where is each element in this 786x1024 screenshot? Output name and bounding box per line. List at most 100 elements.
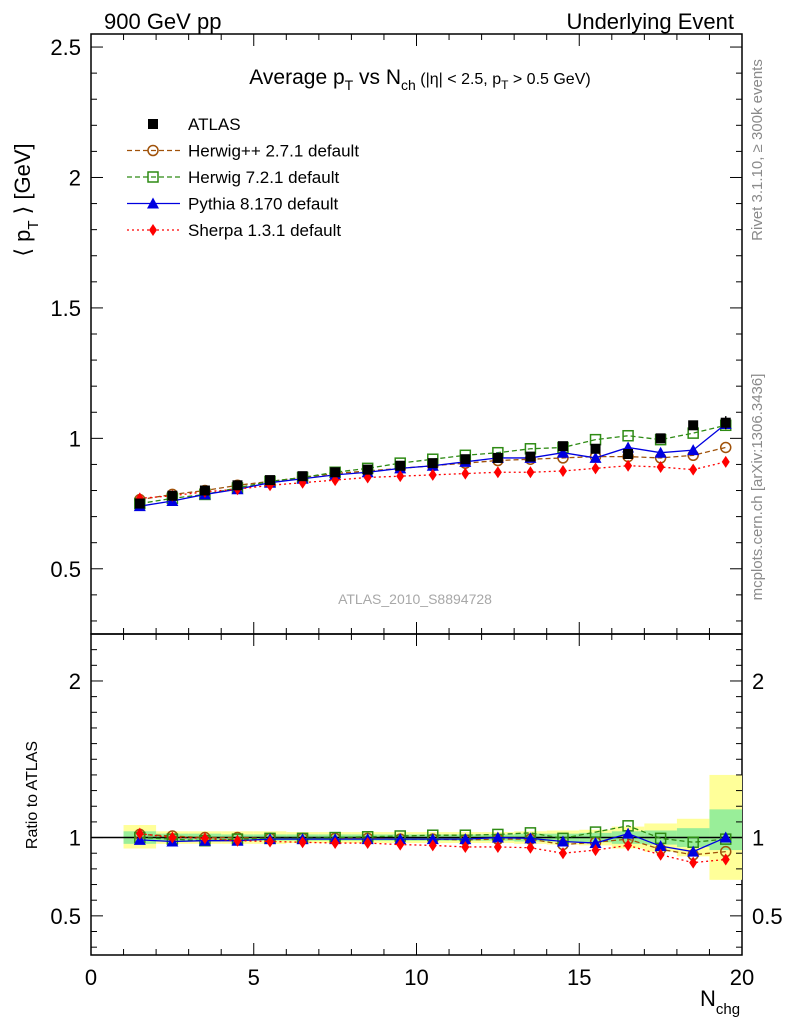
main-point-sherpa-1-3-1-default — [558, 464, 567, 477]
main-point-sherpa-1-3-1-default — [721, 455, 730, 468]
ratio-point-sherpa-1-3-1-default — [135, 827, 144, 840]
ratio-point-sherpa-1-3-1-default — [298, 836, 307, 849]
main-series-atlas — [134, 417, 731, 509]
legend: ATLAS Herwig++ 2.7.1 default Herwig 7.2.1 … — [127, 115, 359, 240]
ratio-y-tick-label-right: 2 — [752, 669, 764, 694]
ratio-point-pythia-8-170-default — [524, 832, 537, 844]
legend-label: Herwig 7.2.1 default — [188, 168, 339, 187]
ratio-point-pythia-8-170-default — [491, 831, 504, 843]
main-point-herwig-2-7-1-default — [719, 441, 732, 454]
main-point-atlas — [427, 458, 438, 469]
main-point-atlas — [525, 451, 536, 462]
ratio-point-sherpa-1-3-1-default — [526, 841, 535, 854]
main-point-atlas — [590, 443, 601, 454]
legend-label: Sherpa 1.3.1 default — [188, 221, 341, 240]
x-tick-label: 0 — [85, 965, 97, 990]
main-point-pythia-8-170-default — [589, 451, 602, 463]
main-point-pythia-8-170-default — [687, 444, 700, 456]
main-point-sherpa-1-3-1-default — [461, 467, 470, 480]
main-point-sherpa-1-3-1-default — [526, 466, 535, 479]
main-point-atlas — [265, 475, 276, 486]
main-point-herwig-7-2-1-default — [622, 429, 634, 442]
legend-item-sherpa-1-3-1-default: Sherpa 1.3.1 default — [127, 221, 341, 240]
main-point-sherpa-1-3-1-default — [624, 459, 633, 472]
ratio-point-sherpa-1-3-1-default — [461, 840, 470, 853]
legend-marker — [149, 224, 157, 236]
legend-marker — [148, 119, 158, 129]
ratio-point-pythia-8-170-default — [556, 835, 569, 847]
ratio-point-sherpa-1-3-1-default — [624, 839, 633, 852]
ratio-point-sherpa-1-3-1-default — [396, 838, 405, 851]
main-point-atlas — [557, 441, 568, 452]
legend-label: Herwig++ 2.7.1 default — [188, 142, 359, 161]
ratio-point-sherpa-1-3-1-default — [200, 832, 209, 845]
y-tick-label: 1.5 — [50, 296, 81, 321]
x-tick-label: 20 — [730, 965, 754, 990]
main-point-atlas — [362, 464, 373, 475]
mcplots-reference-label: mcplots.cern.ch [arXiv:1306.3436] — [749, 374, 766, 601]
ratio-y-tick-label: 2 — [69, 669, 81, 694]
ratio-y-tick-label-right: 1 — [752, 826, 764, 851]
y-tick-label: 1 — [69, 426, 81, 451]
main-point-sherpa-1-3-1-default — [656, 461, 665, 474]
header-left: 900 GeV pp — [104, 9, 221, 34]
y-tick-label: 0.5 — [50, 557, 81, 582]
main-point-atlas — [199, 485, 210, 496]
ratio-point-sherpa-1-3-1-default — [689, 856, 698, 869]
ratio-y-tick-label: 1 — [69, 826, 81, 851]
legend-marker — [147, 171, 159, 183]
legend-label: ATLAS — [188, 115, 241, 134]
ratio-point-sherpa-1-3-1-default — [558, 847, 567, 860]
ratio-point-sherpa-1-3-1-default — [331, 837, 340, 850]
ratio-series — [133, 820, 732, 869]
main-point-atlas — [623, 449, 634, 459]
legend-item-herwig-7-2-1-default: Herwig 7.2.1 default — [127, 168, 339, 187]
main-point-pythia-8-170-default — [556, 446, 569, 458]
ratio-y-tick-label-right: 0.5 — [752, 904, 783, 929]
ratio-point-pythia-8-170-default — [426, 833, 439, 845]
plot-title: Average pT vs Nch (|η| < 2.5, pT > 0.5 G… — [249, 66, 590, 93]
legend-marker — [147, 197, 159, 209]
ratio-point-sherpa-1-3-1-default — [363, 837, 372, 850]
ratio-point-sherpa-1-3-1-default — [266, 835, 275, 848]
main-point-atlas — [297, 471, 308, 482]
main-point-atlas — [395, 460, 406, 471]
x-tick-label: 15 — [567, 965, 591, 990]
rivet-version-label: Rivet 3.1.10, ≥ 300k events — [749, 59, 766, 241]
ratio-panel-frame — [90, 633, 743, 956]
legend-item-herwig-2-7-1-default: Herwig++ 2.7.1 default — [127, 142, 359, 161]
main-point-sherpa-1-3-1-default — [493, 466, 502, 479]
axes: 0 5 10 15 20 0.5 1 1.5 2 2.5 0.5 0.5 1 1 2 2 — [50, 34, 783, 990]
header-right: Underlying Event — [566, 9, 734, 34]
ratio-point-pythia-8-170-default — [589, 837, 602, 849]
main-point-atlas — [134, 498, 145, 509]
y-tick-label: 2 — [69, 165, 81, 190]
ratio-point-sherpa-1-3-1-default — [233, 834, 242, 847]
main-point-atlas — [688, 420, 699, 431]
ratio-point-pythia-8-170-default — [654, 840, 667, 852]
ratio-y-axis-label: Ratio to ATLAS — [24, 741, 41, 849]
main-point-atlas — [460, 454, 471, 465]
band-green-bin — [709, 809, 742, 851]
legend-marker — [147, 144, 159, 157]
main-series — [133, 416, 732, 512]
legend-label: Pythia 8.170 default — [188, 195, 339, 214]
x-tick-label: 5 — [248, 965, 260, 990]
main-point-sherpa-1-3-1-default — [396, 470, 405, 483]
main-point-sherpa-1-3-1-default — [689, 463, 698, 476]
main-point-atlas — [232, 480, 243, 491]
ratio-point-sherpa-1-3-1-default — [591, 844, 600, 857]
y-tick-label: 2.5 — [50, 35, 81, 60]
main-point-sherpa-1-3-1-default — [591, 462, 600, 475]
ratio-point-pythia-8-170-default — [622, 827, 635, 839]
main-point-atlas — [492, 452, 503, 463]
ratio-point-pythia-8-170-default — [687, 845, 700, 857]
ratio-uncertainty-bands — [123, 774, 742, 880]
ratio-point-sherpa-1-3-1-default — [493, 840, 502, 853]
y-axis-label: ⟨ pT ⟩ [GeV] — [10, 143, 42, 256]
main-point-atlas — [167, 490, 178, 501]
ratio-y-tick-label: 0.5 — [50, 904, 81, 929]
ratio-series-sherpa-1-3-1-default — [135, 827, 730, 869]
main-point-atlas — [330, 467, 341, 478]
legend-item-pythia-8-170-default: Pythia 8.170 default — [127, 195, 339, 214]
